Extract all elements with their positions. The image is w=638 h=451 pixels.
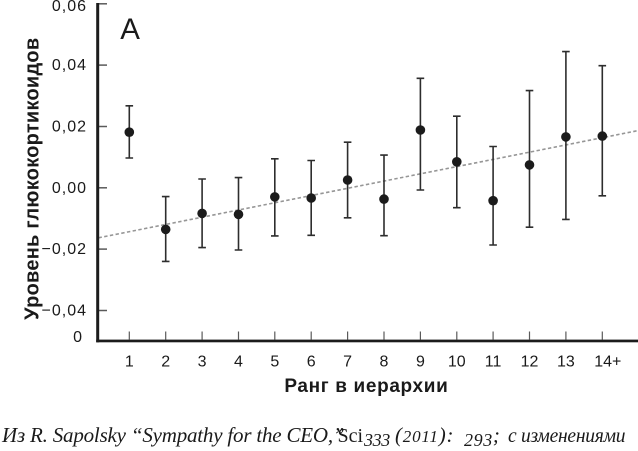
- svg-text:Из R. Sapolsky “Sympathy for t: Из R. Sapolsky “Sympathy for the CEO,”: [1, 423, 344, 447]
- svg-text:4: 4: [234, 353, 243, 370]
- svg-text:A: A: [120, 13, 140, 46]
- svg-text:6: 6: [307, 353, 316, 370]
- svg-text:(2011):: (2011):: [395, 423, 454, 447]
- svg-text:0,06: 0,06: [52, 0, 87, 15]
- svg-text:333: 333: [363, 430, 390, 450]
- svg-text:293;: 293;: [464, 423, 500, 450]
- svg-text:−0,02: −0,02: [42, 241, 87, 258]
- svg-text:1: 1: [125, 353, 134, 370]
- svg-text:0,04: 0,04: [52, 57, 87, 74]
- svg-text:9: 9: [416, 353, 425, 370]
- svg-text:с изменениями: с изменениями: [508, 426, 626, 447]
- svg-text:12: 12: [521, 353, 539, 370]
- svg-text:Ранг в иерархии: Ранг в иерархии: [284, 376, 448, 397]
- svg-text:Sci: Sci: [338, 425, 364, 447]
- svg-text:Уровень глюкокортикоидов: Уровень глюкокортикоидов: [22, 38, 44, 320]
- svg-text:2: 2: [161, 353, 170, 370]
- svg-text:14+: 14+: [594, 353, 621, 370]
- svg-text:10: 10: [448, 353, 466, 370]
- svg-text:5: 5: [270, 353, 279, 370]
- svg-text:7: 7: [343, 353, 352, 370]
- svg-text:−0,04: −0,04: [42, 303, 87, 320]
- svg-text:0: 0: [73, 329, 83, 346]
- svg-text:0,02: 0,02: [52, 119, 87, 136]
- svg-text:0,00: 0,00: [52, 180, 87, 197]
- svg-text:13: 13: [557, 353, 575, 370]
- svg-text:8: 8: [380, 353, 389, 370]
- svg-text:3: 3: [198, 353, 207, 370]
- svg-text:11: 11: [485, 353, 502, 370]
